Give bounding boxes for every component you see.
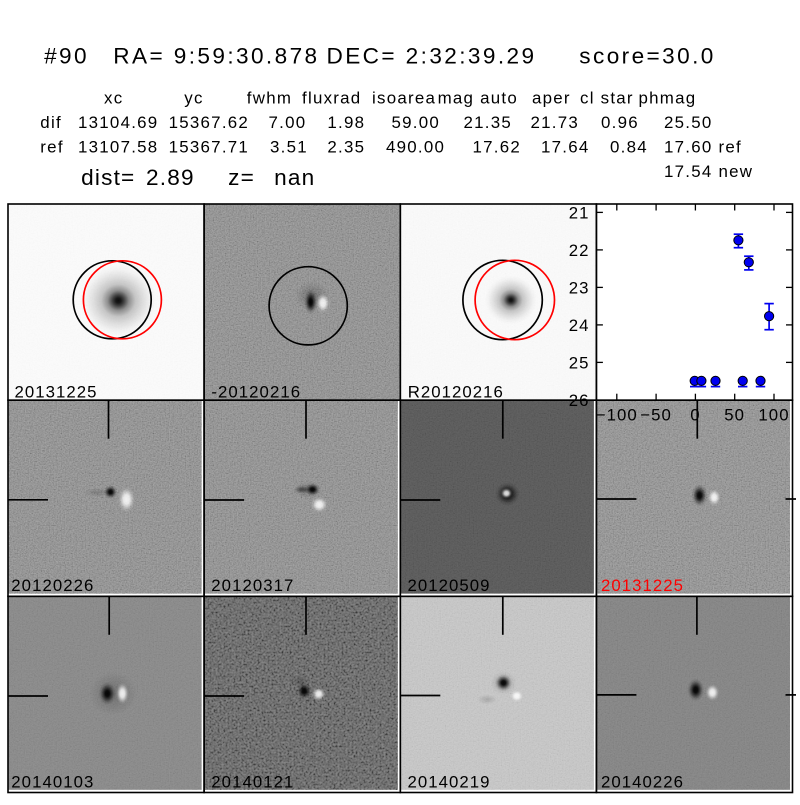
svg-text:−100: −100 xyxy=(596,405,638,424)
svg-text:25: 25 xyxy=(569,353,590,372)
svg-text:17.62: 17.62 xyxy=(473,138,522,157)
svg-text:20140226: 20140226 xyxy=(601,773,684,792)
svg-text:mag auto: mag auto xyxy=(438,88,518,107)
svg-text:DEC= 2:32:39.29: DEC= 2:32:39.29 xyxy=(327,43,537,68)
svg-text:21.35: 21.35 xyxy=(464,113,513,132)
svg-text:15367.62: 15367.62 xyxy=(169,113,249,132)
svg-text:isoarea: isoarea xyxy=(372,88,436,107)
svg-text:fwhm: fwhm xyxy=(247,88,292,107)
svg-text:cl star: cl star xyxy=(580,88,634,107)
svg-text:490.00: 490.00 xyxy=(386,138,445,157)
svg-text:15367.71: 15367.71 xyxy=(169,138,249,157)
svg-text:25.50: 25.50 xyxy=(664,113,713,132)
svg-text:17.64: 17.64 xyxy=(541,138,590,157)
svg-text:20120509: 20120509 xyxy=(408,576,491,595)
svg-text:0.96: 0.96 xyxy=(601,113,639,132)
svg-text:fluxrad: fluxrad xyxy=(302,88,361,107)
svg-text:ref: ref xyxy=(40,138,63,157)
svg-text:#90: #90 xyxy=(44,43,89,68)
svg-text:100: 100 xyxy=(758,405,789,424)
svg-text:50: 50 xyxy=(724,405,745,424)
svg-text:dist=: dist= xyxy=(81,165,135,190)
svg-text:RA= 9:59:30.878: RA= 9:59:30.878 xyxy=(113,43,319,68)
svg-text:17.60 ref: 17.60 ref xyxy=(664,138,742,157)
svg-text:3.51: 3.51 xyxy=(270,138,308,157)
svg-text:score=30.0: score=30.0 xyxy=(579,43,715,68)
svg-text:2.89: 2.89 xyxy=(146,165,195,190)
svg-text:z=: z= xyxy=(228,165,255,190)
svg-text:20131225: 20131225 xyxy=(15,382,98,401)
svg-text:7.00: 7.00 xyxy=(269,113,307,132)
svg-text:20140219: 20140219 xyxy=(408,773,491,792)
svg-text:21.73: 21.73 xyxy=(531,113,580,132)
svg-text:20131225: 20131225 xyxy=(601,576,684,595)
svg-text:26: 26 xyxy=(569,391,590,410)
svg-text:20140103: 20140103 xyxy=(11,773,94,792)
svg-text:aper: aper xyxy=(532,88,571,107)
svg-text:dif: dif xyxy=(40,113,62,132)
svg-text:59.00: 59.00 xyxy=(392,113,441,132)
svg-text:20140121: 20140121 xyxy=(211,773,294,792)
svg-text:20120317: 20120317 xyxy=(211,576,294,595)
svg-text:13107.58: 13107.58 xyxy=(78,138,158,157)
svg-text:nan: nan xyxy=(274,165,315,190)
svg-text:2.35: 2.35 xyxy=(327,138,365,157)
svg-text:20120226: 20120226 xyxy=(11,576,94,595)
svg-text:22: 22 xyxy=(569,241,590,260)
svg-text:13104.69: 13104.69 xyxy=(78,113,158,132)
svg-text:−50: −50 xyxy=(640,405,672,424)
svg-text:23: 23 xyxy=(569,278,590,297)
svg-text:0.84: 0.84 xyxy=(610,138,648,157)
svg-text:R20120216: R20120216 xyxy=(408,382,504,401)
svg-text:xc: xc xyxy=(104,88,123,107)
svg-text:-20120216: -20120216 xyxy=(211,382,301,401)
svg-text:17.54 new: 17.54 new xyxy=(664,162,753,181)
svg-text:0: 0 xyxy=(690,405,700,424)
svg-text:yc: yc xyxy=(184,88,203,107)
svg-text:21: 21 xyxy=(569,203,590,222)
svg-text:1.98: 1.98 xyxy=(327,113,365,132)
svg-text:24: 24 xyxy=(569,316,590,335)
svg-text:phmag: phmag xyxy=(639,88,697,107)
